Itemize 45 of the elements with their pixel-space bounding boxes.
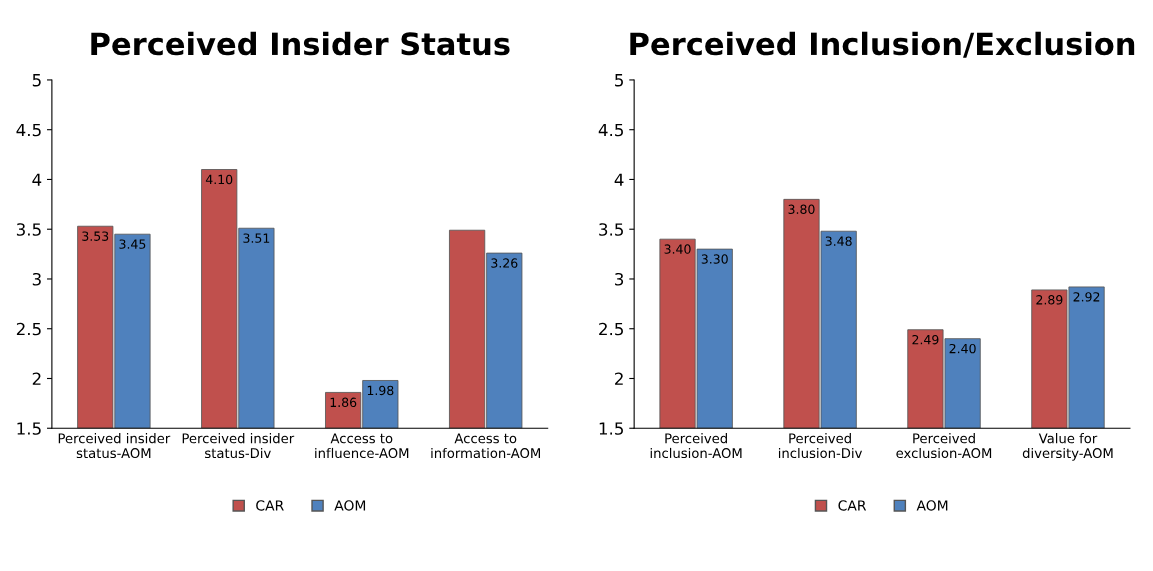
legend-label: AOM [916, 500, 948, 511]
x-tick-label: Perceived exclusion-AOM [896, 433, 992, 459]
data-label: 3.51 [243, 233, 270, 243]
chart-title: Perceived Inclusion/Exclusion [630, 31, 1135, 58]
y-tick-label: 3.5 [599, 223, 623, 236]
y-tick-label: 4.5 [598, 123, 623, 137]
y-tick-label: 3.5 [16, 223, 41, 236]
y-tick-label: 2.5 [16, 322, 41, 336]
data-label: 1.86 [330, 397, 357, 408]
x-tick-label: Access to information-AOM [431, 433, 540, 459]
y-tick-label: 2 [32, 372, 41, 385]
data-label: 1.98 [367, 385, 394, 396]
legend-label: CAR [838, 500, 867, 511]
y-tick-label: 1.5 [599, 422, 623, 435]
x-tick-label: Perceived inclusion-AOM [650, 433, 742, 459]
x-tick-label: Access to influence-AOM [315, 433, 409, 459]
legend-label: CAR [256, 500, 284, 511]
y-tick-label: 4.5 [16, 123, 41, 137]
data-label: 2.92 [1073, 292, 1100, 302]
x-tick-label: Value for diversity-AOM [1022, 433, 1113, 461]
x-tick-label: Perceived insider status-Div [182, 433, 295, 459]
y-tick-label: 1.5 [17, 422, 41, 435]
y-tick-label: 2 [615, 372, 623, 385]
legend-label: AOM [334, 500, 366, 511]
data-label: 2.40 [949, 343, 976, 354]
data-label: 3.40 [664, 244, 691, 254]
data-label: 3.30 [701, 254, 728, 264]
data-label: 4.10 [205, 174, 233, 185]
chart-title: Perceived Insider Status [91, 31, 510, 56]
y-tick-label: 2.5 [599, 322, 623, 336]
y-tick-label: 5 [32, 74, 41, 87]
data-label: 2.49 [912, 334, 939, 345]
data-label: 3.48 [825, 236, 852, 246]
y-tick-label: 3 [615, 272, 624, 286]
data-label: 3.26 [491, 258, 518, 268]
data-label: 2.89 [1036, 295, 1063, 305]
data-label: 3.80 [788, 204, 815, 215]
x-tick-label: Perceived inclusion-Div [778, 433, 863, 459]
y-tick-label: 5 [615, 74, 623, 87]
data-label: 3.45 [119, 239, 146, 249]
x-tick-label: Perceived insider status-AOM [58, 433, 171, 459]
y-tick-label: 4 [32, 173, 42, 186]
y-tick-label: 4 [614, 173, 624, 186]
data-label: 3.53 [82, 231, 109, 241]
y-tick-label: 3 [32, 272, 41, 286]
